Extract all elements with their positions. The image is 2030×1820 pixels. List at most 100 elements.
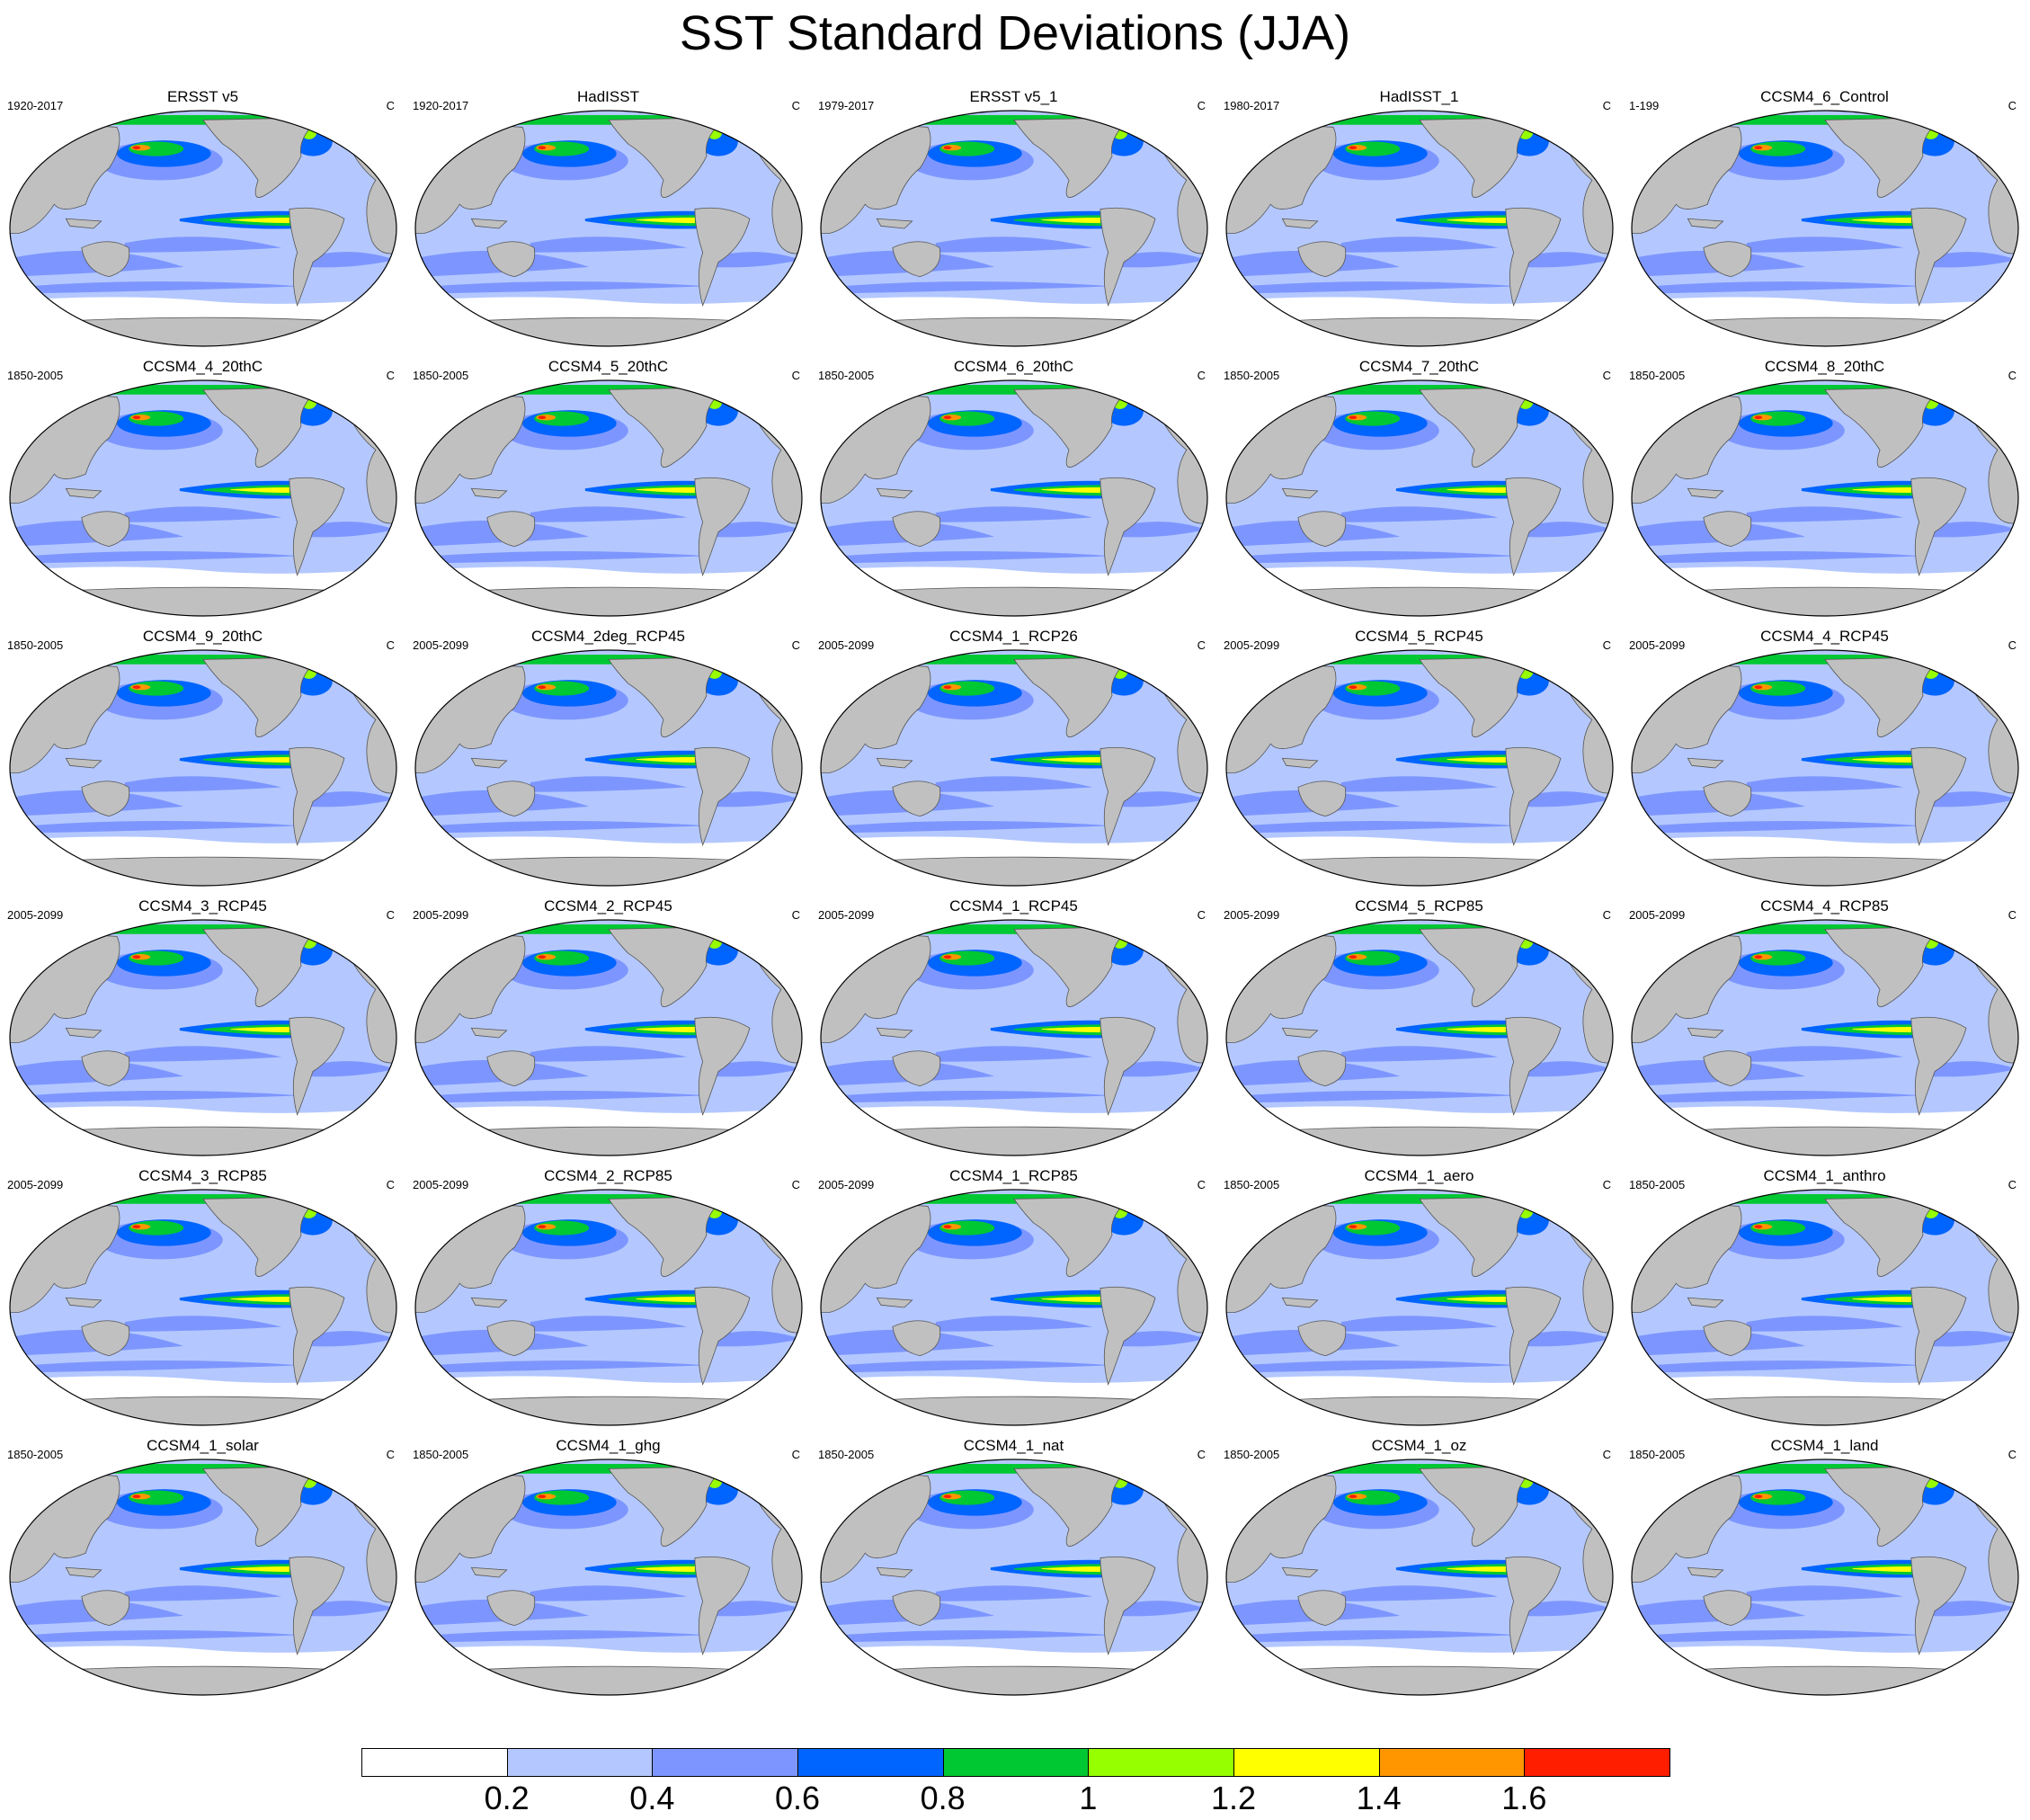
colorbar-label: 1.6 xyxy=(1501,1780,1547,1816)
map-panel: CCSM4_1_ghg 1850-2005 C xyxy=(405,1435,811,1705)
panel-title: CCSM4_4_RCP85 xyxy=(1760,897,1889,914)
panel-period: 1850-2005 xyxy=(818,1448,875,1461)
panel-unit: C xyxy=(1602,1178,1611,1191)
panel-period: 2005-2099 xyxy=(1224,638,1280,652)
panel-period: 1850-2005 xyxy=(413,369,469,382)
panel-period: 1850-2005 xyxy=(1629,1448,1686,1461)
panel-period: 2005-2099 xyxy=(818,638,875,652)
panel-period: 2005-2099 xyxy=(413,638,469,652)
panel-period: 1920-2017 xyxy=(7,99,64,112)
map-panel: CCSM4_5_RCP45 2005-2099 C xyxy=(1216,626,1622,896)
panel-title: CCSM4_3_RCP85 xyxy=(138,1167,267,1184)
map-panel: CCSM4_1_oz 1850-2005 C xyxy=(1216,1435,1622,1705)
panel-title: CCSM4_1_nat xyxy=(963,1437,1064,1454)
map-panel: CCSM4_6_Control 1-199 C xyxy=(1622,86,2027,356)
panel-title: CCSM4_6_20thC xyxy=(953,358,1074,375)
panel-period: 1850-2005 xyxy=(1224,369,1280,382)
map-panel: CCSM4_3_RCP85 2005-2099 C xyxy=(0,1165,405,1435)
colorbar-swatch xyxy=(1524,1748,1670,1777)
map-panel: HadISST_1 1980-2017 C xyxy=(1216,86,1622,356)
panel-title: CCSM4_5_RCP85 xyxy=(1355,897,1483,914)
panel-title: CCSM4_5_20thC xyxy=(548,358,669,375)
panel-unit: C xyxy=(1602,369,1611,382)
panel-title: CCSM4_1_land xyxy=(1770,1437,1879,1454)
panel-unit: C xyxy=(1602,1448,1611,1461)
panel-title: CCSM4_5_RCP45 xyxy=(1355,628,1483,645)
panel-unit: C xyxy=(791,1178,800,1191)
map-panel: HadISST 1920-2017 C xyxy=(405,86,811,356)
sst-map xyxy=(820,379,1208,617)
panel-period: 1850-2005 xyxy=(1224,1178,1280,1191)
map-panel: CCSM4_4_RCP85 2005-2099 C xyxy=(1622,896,2027,1165)
map-panel: CCSM4_7_20thC 1850-2005 C xyxy=(1216,356,1622,626)
map-panel: ERSST v5 1920-2017 C xyxy=(0,86,405,356)
map-panel: CCSM4_1_RCP45 2005-2099 C xyxy=(811,896,1216,1165)
panel-period: 1850-2005 xyxy=(7,638,64,652)
colorbar-swatch xyxy=(1088,1748,1234,1777)
panel-title: CCSM4_4_20thC xyxy=(142,358,263,375)
sst-map xyxy=(9,649,397,887)
panel-title: CCSM4_4_RCP45 xyxy=(1760,628,1889,645)
map-panel: CCSM4_4_RCP45 2005-2099 C xyxy=(1622,626,2027,896)
panel-unit: C xyxy=(386,1178,395,1191)
panel-period: 2005-2099 xyxy=(413,1178,469,1191)
colorbar-swatch xyxy=(942,1748,1090,1777)
panel-unit: C xyxy=(791,1448,800,1461)
panel-unit: C xyxy=(1197,1448,1206,1461)
panel-unit: C xyxy=(1602,99,1611,112)
map-panel: CCSM4_1_RCP26 2005-2099 C xyxy=(811,626,1216,896)
figure-title: SST Standard Deviations (JJA) xyxy=(679,6,1351,60)
sst-map xyxy=(1225,1189,1614,1426)
panel-unit: C xyxy=(1602,638,1611,652)
panel-title: CCSM4_2_RCP85 xyxy=(544,1167,672,1184)
panel-title: CCSM4_1_RCP45 xyxy=(949,897,1078,914)
panel-title: CCSM4_1_aero xyxy=(1364,1167,1474,1184)
panel-title: CCSM4_1_RCP26 xyxy=(949,628,1078,645)
panel-unit: C xyxy=(1197,369,1206,382)
panel-period: 1850-2005 xyxy=(413,1448,469,1461)
panel-unit: C xyxy=(791,638,800,652)
sst-map xyxy=(1631,379,2019,617)
map-panel: CCSM4_1_anthro 1850-2005 C xyxy=(1622,1165,2027,1435)
panel-title: CCSM4_1_solar xyxy=(147,1437,259,1454)
panel-period: 1980-2017 xyxy=(1224,99,1280,112)
panel-unit: C xyxy=(2008,1448,2017,1461)
panel-period: 1920-2017 xyxy=(413,99,469,112)
map-panel: CCSM4_4_20thC 1850-2005 C xyxy=(0,356,405,626)
panel-title: CCSM4_8_20thC xyxy=(1764,358,1885,375)
map-panel: CCSM4_8_20thC 1850-2005 C xyxy=(1622,356,2027,626)
panel-unit: C xyxy=(386,99,395,112)
panel-title: CCSM4_1_RCP85 xyxy=(949,1167,1078,1184)
map-panel: CCSM4_1_land 1850-2005 C xyxy=(1622,1435,2027,1705)
colorbar-swatch xyxy=(1378,1748,1526,1777)
sst-map xyxy=(1631,110,2019,347)
panel-title: HadISST xyxy=(577,88,639,105)
sst-map xyxy=(1225,379,1614,617)
panel-period: 2005-2099 xyxy=(818,1178,875,1191)
panel-unit: C xyxy=(2008,369,2017,382)
panel-title: HadISST_1 xyxy=(1379,88,1459,105)
panel-unit: C xyxy=(1197,1178,1206,1191)
sst-map xyxy=(1631,919,2019,1156)
sst-map xyxy=(1225,649,1614,887)
panel-period: 1850-2005 xyxy=(7,1448,64,1461)
panel-period: 2005-2099 xyxy=(1629,908,1686,922)
panel-unit: C xyxy=(1197,638,1206,652)
panel-unit: C xyxy=(386,638,395,652)
panel-unit: C xyxy=(386,369,395,382)
panel-title: CCSM4_3_RCP45 xyxy=(138,897,267,914)
panel-unit: C xyxy=(791,99,800,112)
map-panel: CCSM4_2_RCP85 2005-2099 C xyxy=(405,1165,811,1435)
sst-map xyxy=(1631,1189,2019,1426)
panel-grid: ERSST v5 1920-2017 C HadISST 1920-2017 C ERSST… xyxy=(0,86,2027,1705)
sst-map xyxy=(1631,649,2019,887)
map-panel: CCSM4_9_20thC 1850-2005 C xyxy=(0,626,405,896)
colorbar-swatch xyxy=(1233,1748,1380,1777)
sst-map xyxy=(9,1459,397,1696)
panel-unit: C xyxy=(1197,99,1206,112)
panel-period: 2005-2099 xyxy=(1224,908,1280,922)
panel-unit: C xyxy=(2008,99,2017,112)
sst-map xyxy=(9,919,397,1156)
panel-period: 2005-2099 xyxy=(1629,638,1686,652)
map-panel: CCSM4_1_RCP85 2005-2099 C xyxy=(811,1165,1216,1435)
